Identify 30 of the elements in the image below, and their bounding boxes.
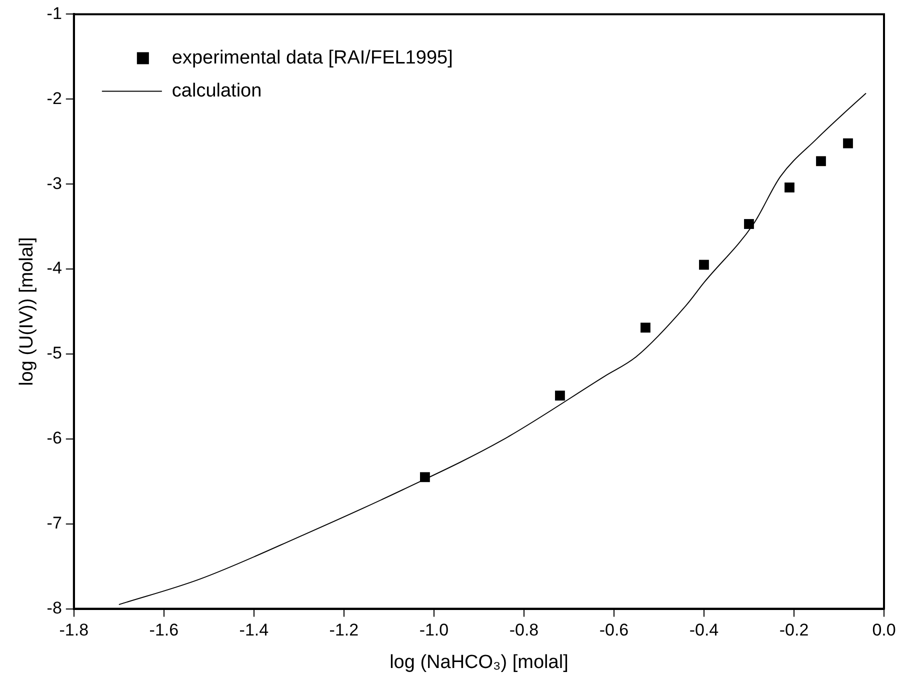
x-tick-label: -1.6 <box>149 620 179 640</box>
x-tick-label: -1.8 <box>59 620 89 640</box>
y-tick-label: -8 <box>46 598 62 618</box>
x-tick-label: -0.4 <box>689 620 719 640</box>
point <box>744 219 754 229</box>
y-axis-title: log (U(IV)) [molal] <box>16 237 38 386</box>
x-axis-title: log (NaHCO₃) [molal] <box>390 652 568 673</box>
point <box>843 138 853 148</box>
point <box>699 260 709 270</box>
x-tick-label: -0.8 <box>509 620 539 640</box>
x-tick-label: 0.0 <box>872 620 896 640</box>
y-tick-label: -6 <box>46 428 62 448</box>
point <box>816 156 826 166</box>
point <box>640 322 650 333</box>
y-tick-label: -4 <box>46 258 62 278</box>
y-tick-label: -1 <box>46 4 62 23</box>
x-tick-label: -1.0 <box>419 620 449 640</box>
x-tick-label: -1.4 <box>239 620 269 640</box>
x-tick-label: -0.6 <box>599 620 629 640</box>
x-tick-label: -1.2 <box>329 620 359 640</box>
x-tick-label: -0.2 <box>779 620 809 640</box>
y-tick-label: -5 <box>46 344 62 363</box>
point <box>784 182 794 192</box>
legend-label: experimental data [RAI/FEL1995] <box>172 47 453 68</box>
point <box>555 390 565 401</box>
y-tick-label: -7 <box>46 514 62 533</box>
y-tick-label: -3 <box>46 174 62 193</box>
y-tick-label: -2 <box>46 88 62 108</box>
point <box>420 472 430 482</box>
legend-label: calculation <box>172 80 262 102</box>
